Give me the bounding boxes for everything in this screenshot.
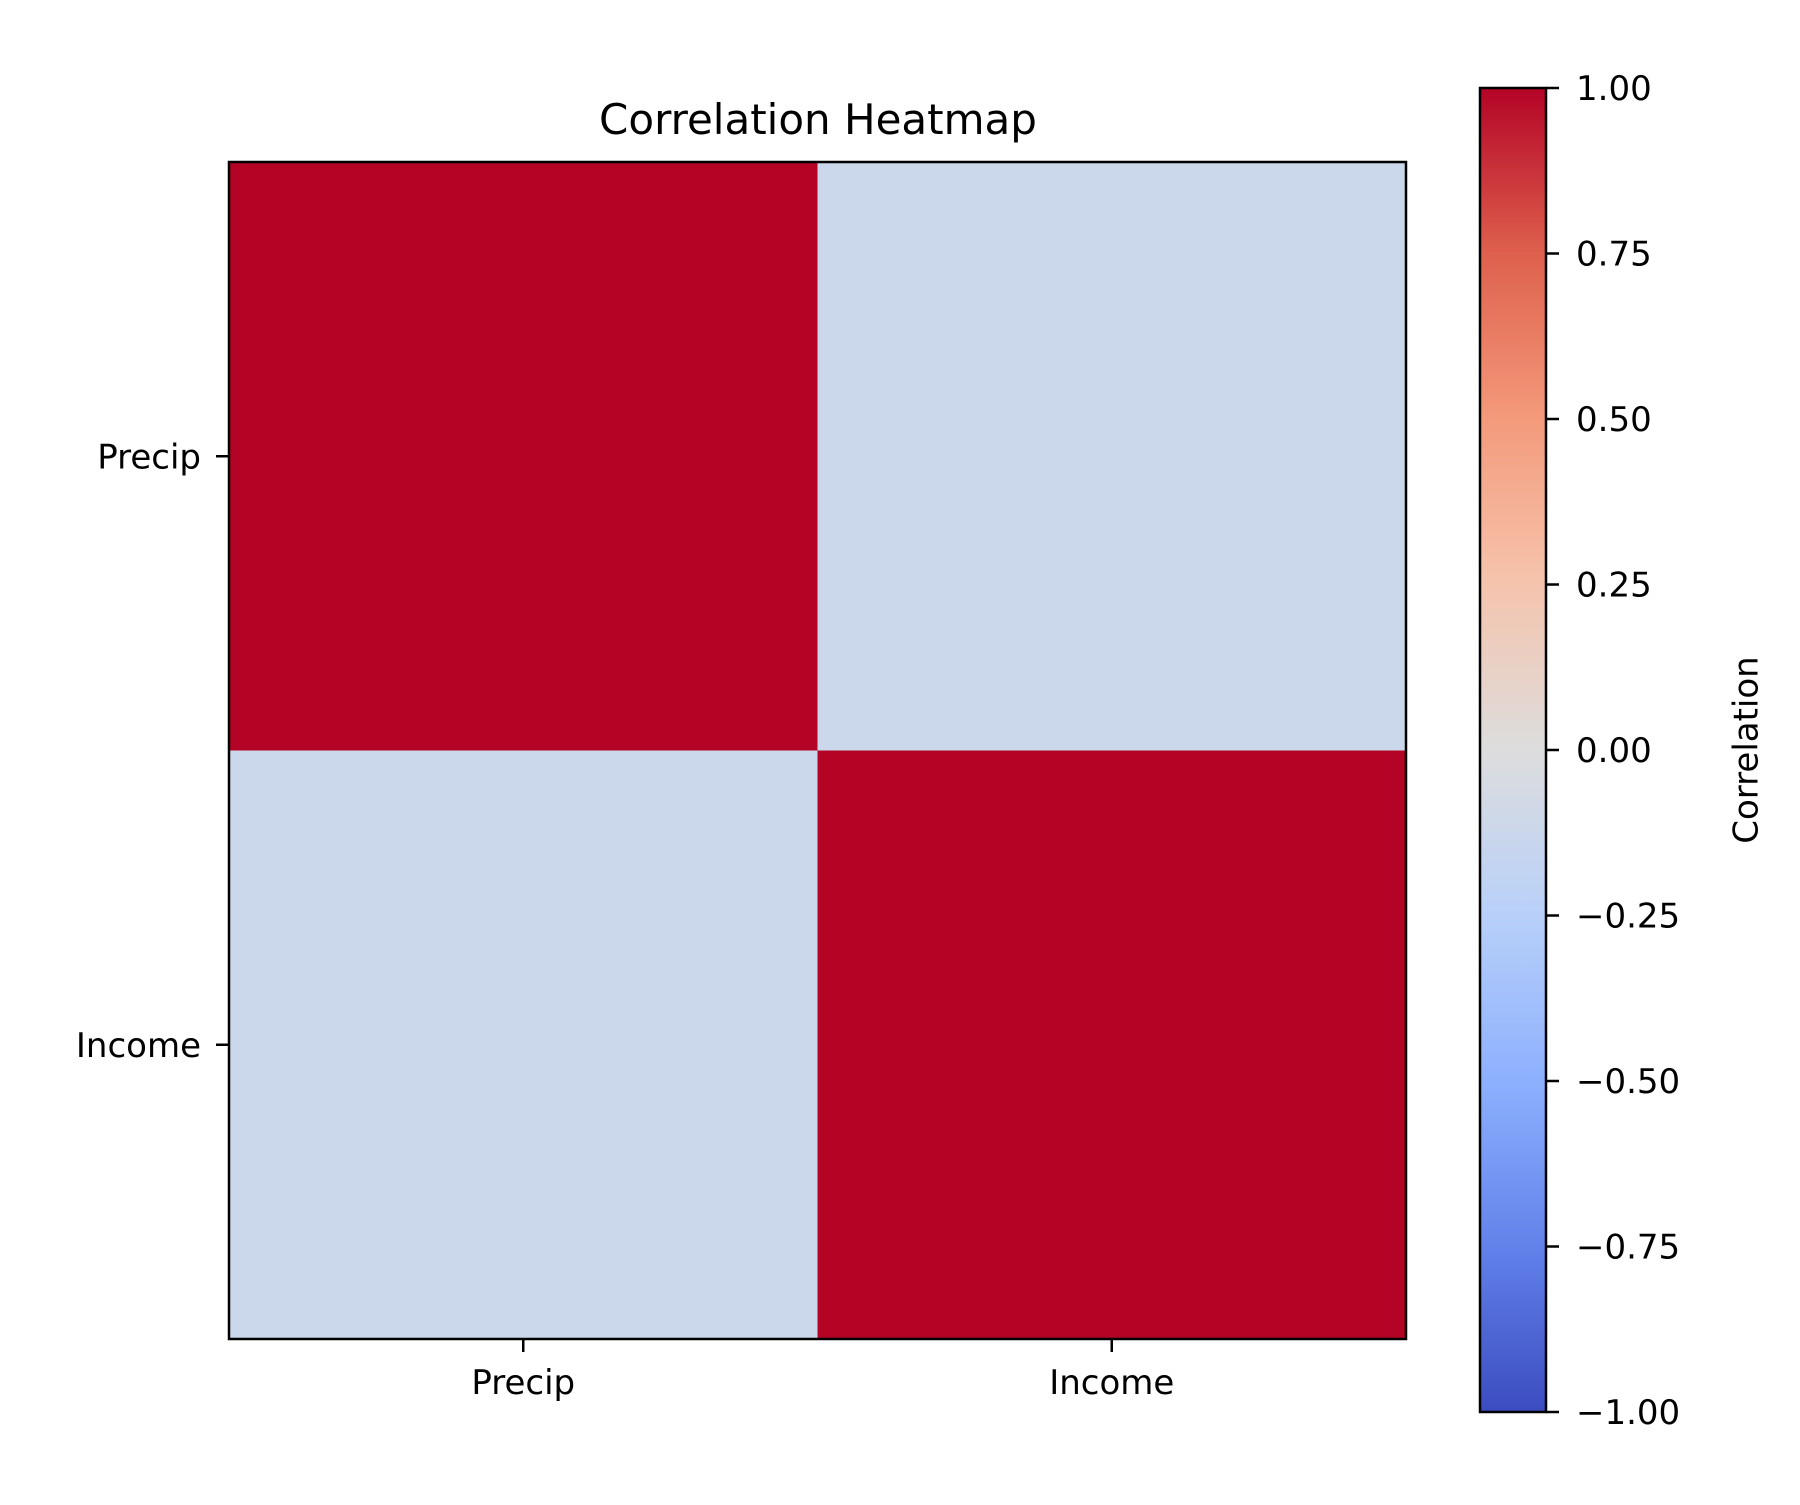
colorbar-tick-label: 0.50 <box>1576 400 1652 440</box>
x-tick-label: Precip <box>471 1363 575 1403</box>
colorbar <box>1478 86 1548 1414</box>
heatmap-cell-precip-income <box>817 162 1407 751</box>
colorbar-tick-label: −0.25 <box>1576 897 1680 937</box>
colorbar-tick-label: −1.00 <box>1576 1393 1680 1433</box>
colorbar-ticks: 1.00 0.75 0.50 0.25 0.00 −0.25 −0.50 −0.75 −1.00 <box>1546 69 1680 1433</box>
y-tick-label: Income <box>76 1026 201 1066</box>
colorbar-label: Correlation <box>1727 656 1767 843</box>
colorbar-tick-label: 0.25 <box>1576 566 1652 606</box>
colorbar-tick-label: −0.50 <box>1576 1062 1680 1102</box>
colorbar-tick-label: 0.75 <box>1576 235 1652 275</box>
heatmap-cell-income-precip <box>229 750 818 1340</box>
heatmap-cell-precip-precip <box>229 162 818 751</box>
plot-frame <box>227 160 1408 1341</box>
heatmap-cells <box>229 162 1407 1340</box>
heatmap-cell-income-income <box>817 750 1407 1340</box>
y-axis: Precip Income <box>76 437 229 1066</box>
colorbar-tick-label: 1.00 <box>1576 69 1652 109</box>
colorbar-tick-label: −0.75 <box>1576 1228 1680 1268</box>
y-tick-label: Precip <box>97 437 201 477</box>
chart-title: Correlation Heatmap <box>599 95 1037 144</box>
colorbar-tick-label: 0.00 <box>1576 731 1652 771</box>
x-axis: Precip Income <box>471 1339 1174 1403</box>
x-tick-label: Income <box>1049 1363 1174 1403</box>
